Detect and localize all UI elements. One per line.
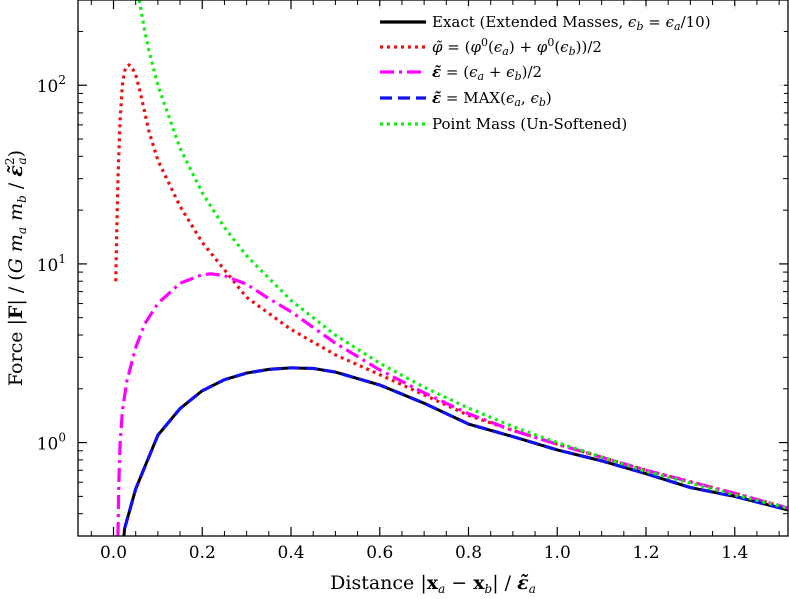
series-line-4 [137, 0, 788, 510]
y-tick-label: 100 [37, 431, 66, 455]
legend-label-phi: φ̃ = (φ0(ϵa) + φ0(ϵb))/2 [432, 36, 602, 58]
series-line-1 [114, 63, 788, 510]
y-axis: 100 101 102 [37, 0, 788, 537]
x-tick-label: 0.0 [100, 543, 127, 563]
legend-label-max-eps: ε̃ = MAX(ϵa, ϵb) [432, 89, 552, 109]
x-tick-label: 1.0 [544, 543, 571, 563]
x-axis-title: Distance |xa − xb| / ε̃a [330, 572, 536, 596]
x-tick-label: 0.4 [277, 543, 304, 563]
series-line-2 [116, 272, 788, 536]
legend-label-exact: Exact (Extended Masses, ϵb = ϵa/10) [432, 13, 711, 33]
x-tick-label: 0.8 [455, 543, 482, 563]
x-tick-label: 0.6 [366, 543, 393, 563]
legend-label-point-mass: Point Mass (Un-Softened) [432, 115, 627, 133]
legend-label-mean-eps: ε̃ = (ϵa + ϵb)/2 [432, 63, 542, 83]
legend-background [372, 6, 784, 142]
y-tick-label: 102 [37, 73, 66, 97]
x-tick-label: 1.2 [632, 543, 659, 563]
x-axis: 0.0 0.2 0.4 0.6 0.8 1.0 1.2 1.4 [90, 0, 780, 563]
x-tick-label: 0.2 [189, 543, 216, 563]
y-axis-title: Force |F| / (G ma mb / ε̃2a) [3, 150, 29, 386]
x-tick-label: 1.4 [721, 543, 748, 563]
series-line-3 [123, 366, 788, 530]
y-tick-label: 101 [37, 252, 66, 276]
plot-frame [77, 0, 789, 537]
legend: Exact (Extended Masses, ϵb = ϵa/10) φ̃ =… [372, 6, 784, 142]
series-layer [114, 0, 788, 536]
